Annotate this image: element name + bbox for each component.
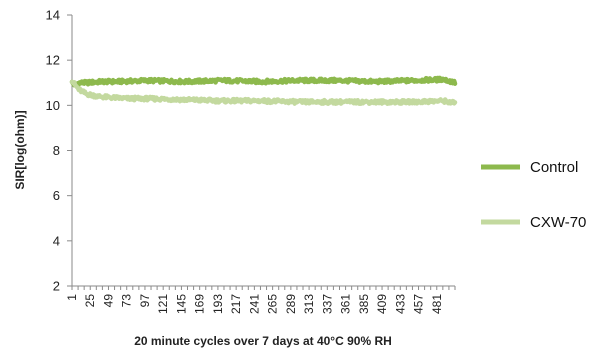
y-ticks: 2 4 6 8 10 12 14 bbox=[46, 8, 72, 294]
series-line-control bbox=[69, 75, 458, 88]
y-tick-label: 8 bbox=[53, 143, 60, 158]
x-tick-label: 337 bbox=[320, 294, 334, 314]
x-tick-label: 97 bbox=[138, 294, 152, 308]
x-tick-label: 481 bbox=[430, 294, 444, 314]
x-tick-label: 145 bbox=[174, 294, 188, 314]
x-tick-label: 121 bbox=[156, 294, 170, 314]
x-tick-label: 25 bbox=[83, 294, 97, 308]
legend-label: Control bbox=[530, 159, 578, 176]
y-axis: 2 4 6 8 10 12 14 bbox=[46, 8, 73, 294]
x-tick-label: 169 bbox=[193, 294, 207, 314]
x-tick-label: 217 bbox=[229, 294, 243, 314]
y-tick-label: 2 bbox=[53, 279, 60, 294]
x-tick-label: 385 bbox=[357, 294, 371, 314]
series-line-cxw-70 bbox=[69, 79, 458, 106]
x-tick-label: 49 bbox=[101, 294, 115, 308]
x-axis-title: 20 minute cycles over 7 days at 40°C 90%… bbox=[134, 334, 392, 348]
x-tick-label: 457 bbox=[412, 294, 426, 314]
series-layer bbox=[69, 75, 458, 106]
legend: Control CXW-70 bbox=[481, 159, 586, 231]
x-tick-label: 433 bbox=[393, 294, 407, 314]
x-tick-label: 73 bbox=[120, 294, 134, 308]
x-tick-label: 265 bbox=[266, 294, 280, 314]
x-tick-label: 241 bbox=[247, 294, 261, 314]
x-tick-label: 409 bbox=[375, 294, 389, 314]
y-tick-label: 10 bbox=[46, 98, 60, 113]
y-tick-label: 12 bbox=[46, 53, 60, 68]
x-tick-label: 361 bbox=[339, 294, 353, 314]
x-tick-label: 193 bbox=[211, 294, 225, 314]
x-tick-label: 313 bbox=[302, 294, 316, 314]
legend-label: CXW-70 bbox=[530, 214, 586, 231]
y-axis-title: SIR[log(ohm)] bbox=[13, 110, 27, 189]
x-tick-label: 289 bbox=[284, 294, 298, 314]
x-ticks: 1 25 49 73 97 121 145 169 193 217 241 265 289 313 337 3… bbox=[65, 286, 456, 314]
x-tick-label: 1 bbox=[65, 294, 79, 301]
y-tick-label: 14 bbox=[46, 8, 60, 23]
y-tick-label: 4 bbox=[53, 233, 60, 248]
y-tick-label: 6 bbox=[53, 188, 60, 203]
x-axis: 1 25 49 73 97 121 145 169 193 217 241 265 289 313 337 3… bbox=[65, 285, 456, 314]
